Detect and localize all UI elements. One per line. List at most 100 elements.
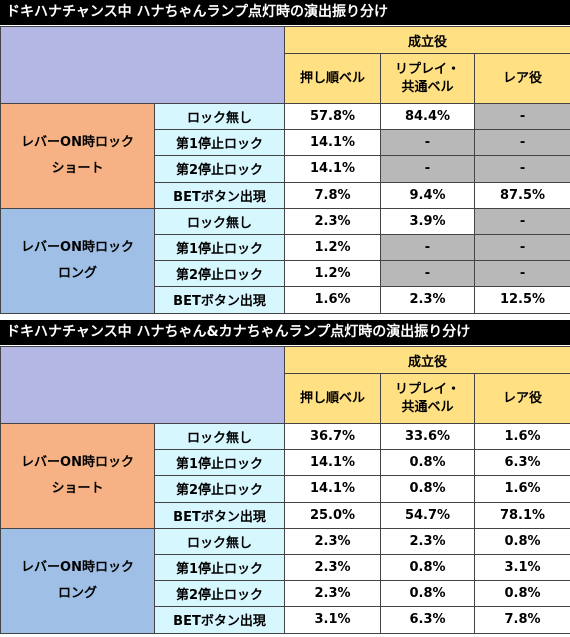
row-label: 第2停止ロック [154, 155, 285, 183]
value-cell: - [380, 233, 475, 262]
value-cell: - [380, 129, 475, 157]
row-label: 第2停止ロック [154, 475, 285, 503]
column-header: レア役 [473, 373, 570, 424]
table-row: BETボタン出現 1.6% 2.3% 12.5% [1, 286, 570, 314]
row-label: BETボタン出現 [154, 181, 285, 209]
distribution-table: 成立役 押し順ベル リプレイ・ 共通ベル レア役 レバーON時ロック ショート ロック無し 57… [0, 26, 570, 314]
value-cell: 14.1% [284, 449, 381, 477]
value-cell: 6.3% [380, 606, 475, 634]
row-label: 第1停止ロック [154, 129, 285, 157]
value-cell: - [473, 102, 570, 131]
header-group-label: 成立役 [283, 346, 570, 374]
value-cell: 54.7% [380, 501, 475, 529]
value-cell: 84.4% [380, 102, 475, 131]
value-cell: 1.6% [473, 475, 570, 503]
value-cell: 57.8% [284, 102, 381, 131]
row-label: ロック無し [154, 207, 285, 235]
distribution-table: 成立役 押し順ベル リプレイ・ 共通ベル レア役 レバーON時ロック ショート ロック無し 36… [0, 346, 570, 634]
column-header: リプレイ・ 共通ベル [380, 373, 475, 424]
value-cell: 2.3% [284, 553, 381, 582]
column-header: レア役 [473, 53, 570, 104]
value-cell: 0.8% [380, 553, 475, 582]
table-row: 第1停止ロック 2.3% 0.8% 3.1% [1, 553, 570, 582]
table-title: ドキハナチャンス中 ハナちゃんランプ点灯時の演出振り分け [0, 0, 570, 25]
row-label: ロック無し [154, 527, 285, 555]
row-label: 第2停止ロック [154, 260, 285, 288]
value-cell: - [473, 233, 570, 262]
value-cell: 2.3% [284, 527, 381, 555]
table-row: レバーON時ロック ショート ロック無し 57.8% 84.4% - [0, 102, 570, 209]
value-cell: 0.8% [473, 527, 570, 555]
value-cell: 0.8% [380, 449, 475, 477]
value-cell: 12.5% [473, 286, 570, 314]
table-title: ドキハナチャンス中 ハナちゃん&カナちゃんランプ点灯時の演出振り分け [0, 320, 570, 345]
value-cell: - [473, 207, 570, 235]
row-label: 第1停止ロック [154, 449, 285, 477]
row-label: 第2停止ロック [154, 580, 285, 608]
row-label: BETボタン出現 [154, 286, 285, 314]
value-cell: 14.1% [284, 129, 381, 157]
value-cell: 3.9% [380, 207, 475, 235]
table-row: 第2停止ロック 2.3% 0.8% 0.8% [1, 580, 570, 608]
value-cell: - [473, 155, 570, 183]
value-cell: 2.3% [284, 580, 381, 608]
value-cell: 7.8% [473, 606, 570, 634]
row-label: 第1停止ロック [154, 233, 285, 262]
value-cell: 1.6% [284, 286, 381, 314]
value-cell: - [473, 260, 570, 288]
value-cell: 0.8% [380, 580, 475, 608]
row-label: BETボタン出現 [154, 606, 285, 634]
column-header: 押し順ベル [284, 373, 381, 424]
header-row: 押し順ベル リプレイ・ 共通ベル レア役 [1, 373, 570, 424]
table-row: レバーON時ロック ショート ロック無し 36.7% 33.6% 1.6% [0, 422, 570, 529]
table-row: 第1停止ロック 1.2% - - [1, 233, 570, 262]
group-label: レバーON時ロック ロング [0, 207, 155, 314]
group-label: レバーON時ロック ショート [0, 423, 155, 529]
table-row: BETボタン出現 25.0% 54.7% 78.1% [1, 501, 570, 529]
table-row: 第2停止ロック 14.1% - - [1, 155, 570, 183]
header-row: 押し順ベル リプレイ・ 共通ベル レア役 [1, 53, 570, 104]
column-header: リプレイ・ 共通ベル [380, 53, 475, 104]
group-label: レバーON時ロック ロング [0, 527, 155, 634]
value-cell: 78.1% [473, 501, 570, 529]
value-cell: 0.8% [380, 475, 475, 503]
value-cell: 2.3% [380, 527, 475, 555]
header-row: 成立役 [0, 26, 570, 104]
value-cell: 3.1% [284, 606, 381, 634]
value-cell: 1.6% [473, 422, 570, 451]
value-cell: 36.7% [284, 422, 381, 451]
value-cell: 2.3% [380, 286, 475, 314]
value-cell: 2.3% [284, 207, 381, 235]
row-label: 第1停止ロック [154, 553, 285, 582]
value-cell: 0.8% [473, 580, 570, 608]
value-cell: 9.4% [380, 181, 475, 209]
value-cell: 87.5% [473, 181, 570, 209]
row-label: BETボタン出現 [154, 501, 285, 529]
table-row: BETボタン出現 3.1% 6.3% 7.8% [1, 606, 570, 634]
table-row: BETボタン出現 7.8% 9.4% 87.5% [1, 181, 570, 209]
table-row: レバーON時ロック ロング ロック無し 2.3% 2.3% 0.8% [0, 527, 570, 634]
value-cell: 14.1% [284, 155, 381, 183]
value-cell: 7.8% [284, 181, 381, 209]
table-row: 第2停止ロック 1.2% - - [1, 260, 570, 288]
value-cell: - [473, 129, 570, 157]
group-label: レバーON時ロック ショート [0, 103, 155, 209]
column-header: 押し順ベル [284, 53, 381, 104]
row-label: ロック無し [154, 422, 285, 451]
header-row: 成立役 [0, 346, 570, 424]
value-cell: - [380, 155, 475, 183]
table-row: 第1停止ロック 14.1% 0.8% 6.3% [1, 449, 570, 477]
header-group-label: 成立役 [283, 26, 570, 54]
header-blank [0, 26, 285, 104]
row-label: ロック無し [154, 102, 285, 131]
table-row: レバーON時ロック ロング ロック無し 2.3% 3.9% - [0, 207, 570, 314]
table-row: 第2停止ロック 14.1% 0.8% 1.6% [1, 475, 570, 503]
value-cell: 3.1% [473, 553, 570, 582]
value-cell: 1.2% [284, 233, 381, 262]
value-cell: 25.0% [284, 501, 381, 529]
value-cell: 6.3% [473, 449, 570, 477]
value-cell: 33.6% [380, 422, 475, 451]
value-cell: 14.1% [284, 475, 381, 503]
value-cell: 1.2% [284, 260, 381, 288]
table-row: 第1停止ロック 14.1% - - [1, 129, 570, 157]
